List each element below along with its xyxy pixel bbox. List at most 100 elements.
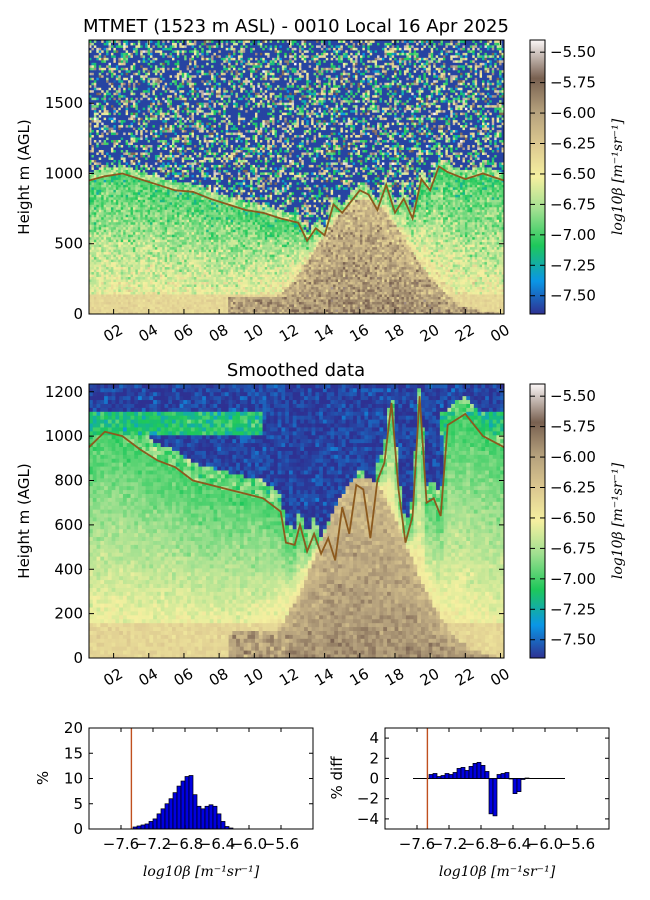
heatmap-cell [198,294,202,297]
heatmap-cell [91,184,95,188]
heatmap-cell [89,256,92,260]
heatmap-cell [120,251,124,255]
heatmap-cell [91,117,95,121]
heatmap-cell [159,62,163,66]
heatmap-cell [191,59,195,63]
heatmap-cell [196,94,200,98]
heatmap-cell [196,236,200,240]
heatmap-cell [135,77,139,81]
heatmap-cell [106,179,109,183]
heatmap-cell [123,271,127,275]
heatmap-cell [191,236,195,240]
heatmap-cell [106,137,109,141]
heatmap-cell [96,82,100,86]
heatmap-cell [123,159,127,163]
heatmap-cell [184,147,188,150]
heatmap-cell [106,286,109,290]
heatmap-cell [118,129,122,133]
heatmap-cell [198,266,202,270]
heatmap-cell [145,194,148,198]
heatmap-cell [137,117,141,121]
heatmap-cell [96,174,100,178]
heatmap-cell [150,122,153,126]
heatmap-cell [118,42,122,46]
heatmap-cell [106,117,109,121]
heatmap-cell [189,191,192,195]
heatmap-cell [191,119,195,123]
heatmap-cell [172,241,175,245]
heatmap-cell [108,72,112,76]
heatmap-cell [181,147,185,150]
heatmap-cell [93,311,97,315]
heatmap-cell [189,244,192,248]
heatmap-cell [157,196,161,200]
heatmap-cell [118,124,122,128]
heatmap-cell [91,144,95,148]
heatmap-cell [101,142,105,146]
heatmap-cell [91,162,95,165]
heatmap-cell [176,134,180,138]
heatmap-cell [159,236,163,240]
heatmap-cell [169,269,173,273]
heatmap-cell [132,199,136,203]
heatmap-cell [147,159,151,163]
heatmap-cell [196,276,200,280]
heatmap-cell [198,234,202,238]
heatmap-cell [137,69,141,73]
heatmap-cell [193,269,197,273]
heatmap-cell [132,49,136,53]
heatmap-cell [130,112,134,116]
heatmap-cell [157,266,161,270]
heatmap-cell [110,114,114,118]
heatmap-cell [128,261,131,265]
heatmap-cell [184,219,188,223]
heatmap-cell [125,206,129,210]
heatmap-cell [164,209,168,213]
heatmap-cell [176,226,180,230]
heatmap-cell [191,112,195,116]
heatmap-cell [123,169,127,173]
heatmap-cell [103,79,107,83]
heatmap-cell [118,276,122,280]
heatmap-cell [152,229,156,233]
heatmap-cell [108,64,112,68]
heatmap-cell [159,201,163,205]
heatmap-cell [164,299,168,302]
heatmap-cell [140,209,144,213]
heatmap-cell [123,209,127,213]
heatmap-cell [191,201,195,205]
heatmap-cell [89,261,92,265]
heatmap-cell [135,191,139,195]
heatmap-cell [91,104,95,108]
heatmap-cell [157,214,161,218]
heatmap-cell [137,249,141,253]
heatmap-cell [191,139,195,143]
heatmap-cell [150,89,153,93]
heatmap-cell [167,244,170,248]
heatmap-cell [189,254,192,258]
heatmap-cell [103,279,107,283]
heatmap-cell [157,276,161,280]
heatmap-cell [181,79,185,83]
heatmap-cell [186,209,190,213]
heatmap-cell [140,84,144,88]
heatmap-cell [167,249,170,253]
heatmap-cell [106,69,109,73]
heatmap-cell [191,206,195,210]
heatmap-cell [150,179,153,183]
heatmap-cell [106,224,109,228]
heatmap-cell [123,112,127,116]
heatmap-cell [154,40,158,43]
heatmap-cell [140,107,144,111]
heatmap-cell [176,279,180,283]
heatmap-cell [142,99,146,103]
heatmap-cell [176,69,180,73]
heatmap-cell [186,219,190,223]
heatmap-cell [128,286,131,290]
heatmap-cell [152,279,156,283]
heatmap-cell [106,40,109,43]
heatmap-cell [106,89,109,93]
heatmap-cell [101,52,105,56]
heatmap-cell [135,276,139,280]
heatmap-cell [174,179,178,183]
